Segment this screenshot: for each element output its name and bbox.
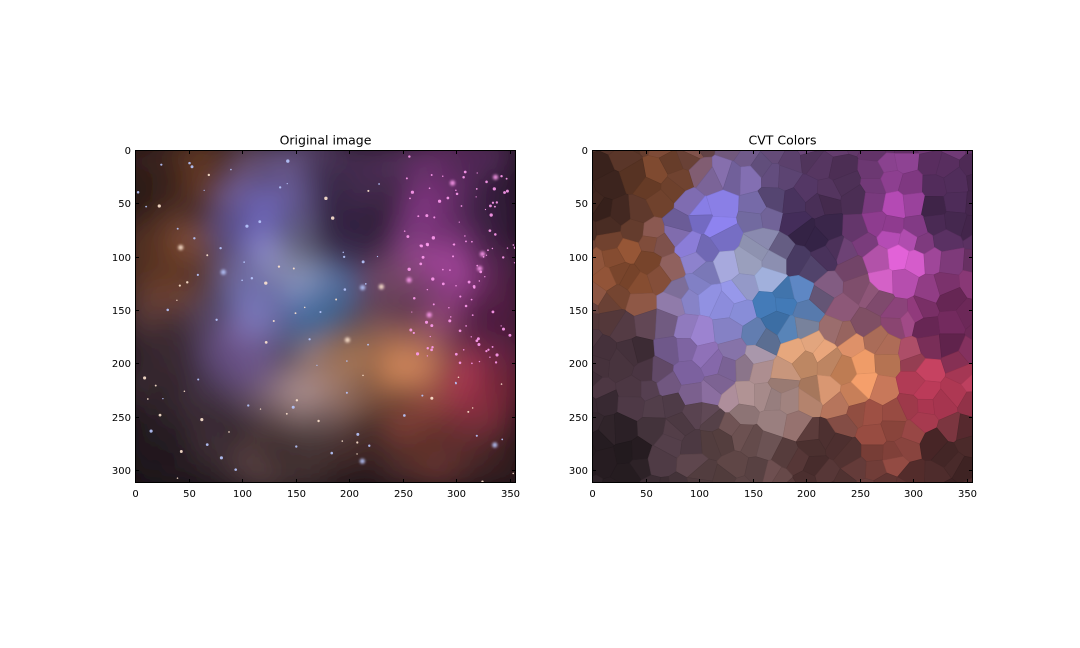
- y-tick-label: 300: [569, 466, 588, 477]
- voronoi-cell: [755, 327, 782, 357]
- x-tick-label: 50: [183, 489, 196, 500]
- axes-frame: [592, 150, 973, 483]
- axes-cvt-colors: CVT Colors 0 50 100 150 200 250 300 350 0 50 100 15…: [569, 133, 977, 501]
- x-tick-label: 300: [904, 489, 923, 500]
- voronoi-cell: [860, 444, 884, 462]
- x-tick-label: 300: [447, 489, 466, 500]
- x-tick-label: 100: [690, 489, 709, 500]
- voronoi-cell: [943, 191, 968, 214]
- y-tick-label: 0: [125, 146, 131, 157]
- x-tick-label: 0: [132, 489, 138, 500]
- voronoi-cell: [792, 470, 817, 483]
- star-field: [136, 155, 516, 483]
- x-tick-label: 250: [394, 489, 413, 500]
- voronoi-cell: [785, 476, 797, 483]
- voronoi-cell: [960, 214, 973, 242]
- voronoi-cell: [941, 477, 959, 483]
- x-tick-label: 250: [851, 489, 870, 500]
- y-tick-label: 100: [112, 253, 131, 264]
- voronoi-cell: [959, 153, 973, 177]
- chart-title-cvt-colors: CVT Colors: [748, 133, 816, 148]
- voronoi-cell: [856, 150, 887, 162]
- y-tick-label: 100: [569, 253, 588, 264]
- axes-original-image: Original image 0 50 100 150 200 250 300 350 0 50 1…: [112, 133, 520, 501]
- voronoi-cell: [920, 195, 947, 218]
- y-tick-label: 150: [112, 306, 131, 317]
- voronoi-cell: [665, 411, 696, 437]
- voronoi-cell: [829, 480, 836, 483]
- y-tick-label: 300: [112, 466, 131, 477]
- x-tick-label: 200: [797, 489, 816, 500]
- x-tick-label: 0: [589, 489, 595, 500]
- y-tick-label: 150: [569, 306, 588, 317]
- x-tick-label: 200: [340, 489, 359, 500]
- voronoi-cell: [956, 413, 973, 441]
- voronoi-cell: [659, 476, 670, 483]
- voronoi-cell: [881, 214, 905, 235]
- y-tick-label: 250: [569, 413, 588, 424]
- voronoi-cell: [592, 474, 604, 483]
- voronoi-cell: [706, 189, 740, 218]
- voronoi-cell: [861, 192, 887, 215]
- x-tick-label: 150: [287, 489, 306, 500]
- voronoi-cell: [893, 150, 920, 154]
- voronoi-cell: [884, 150, 896, 154]
- voronoi-cell: [922, 174, 948, 198]
- voronoi-cell: [939, 247, 965, 276]
- axes-frame: [135, 150, 516, 483]
- voronoi-cell: [733, 475, 753, 483]
- voronoi-cell: [965, 190, 973, 217]
- voronoi-cell: [598, 150, 616, 156]
- voronoi-cell: [895, 476, 909, 483]
- voronoi-cell: [601, 476, 620, 483]
- original-nebula-image: [135, 150, 516, 483]
- y-tick-label: 50: [118, 199, 131, 210]
- x-tick-label: 350: [501, 489, 520, 500]
- x-tick-label: 350: [958, 489, 977, 500]
- voronoi-cell: [744, 456, 769, 483]
- y-tick-label: 250: [112, 413, 131, 424]
- x-tick-label: 150: [744, 489, 763, 500]
- voronoi-cell: [592, 370, 603, 388]
- cvt-color-cells: [592, 150, 973, 483]
- y-tick-label: 50: [575, 199, 588, 210]
- y-tick-label: 0: [582, 146, 588, 157]
- y-tick-label: 200: [569, 359, 588, 370]
- chart-title-original-image: Original image: [280, 133, 372, 148]
- y-tick-label: 200: [112, 359, 131, 370]
- x-tick-label: 50: [640, 489, 653, 500]
- voronoi-cell: [618, 481, 622, 483]
- voronoi-cell: [592, 265, 617, 292]
- x-tick-label: 100: [233, 489, 252, 500]
- voronoi-cell: [874, 354, 902, 378]
- voronoi-cell: [960, 373, 973, 393]
